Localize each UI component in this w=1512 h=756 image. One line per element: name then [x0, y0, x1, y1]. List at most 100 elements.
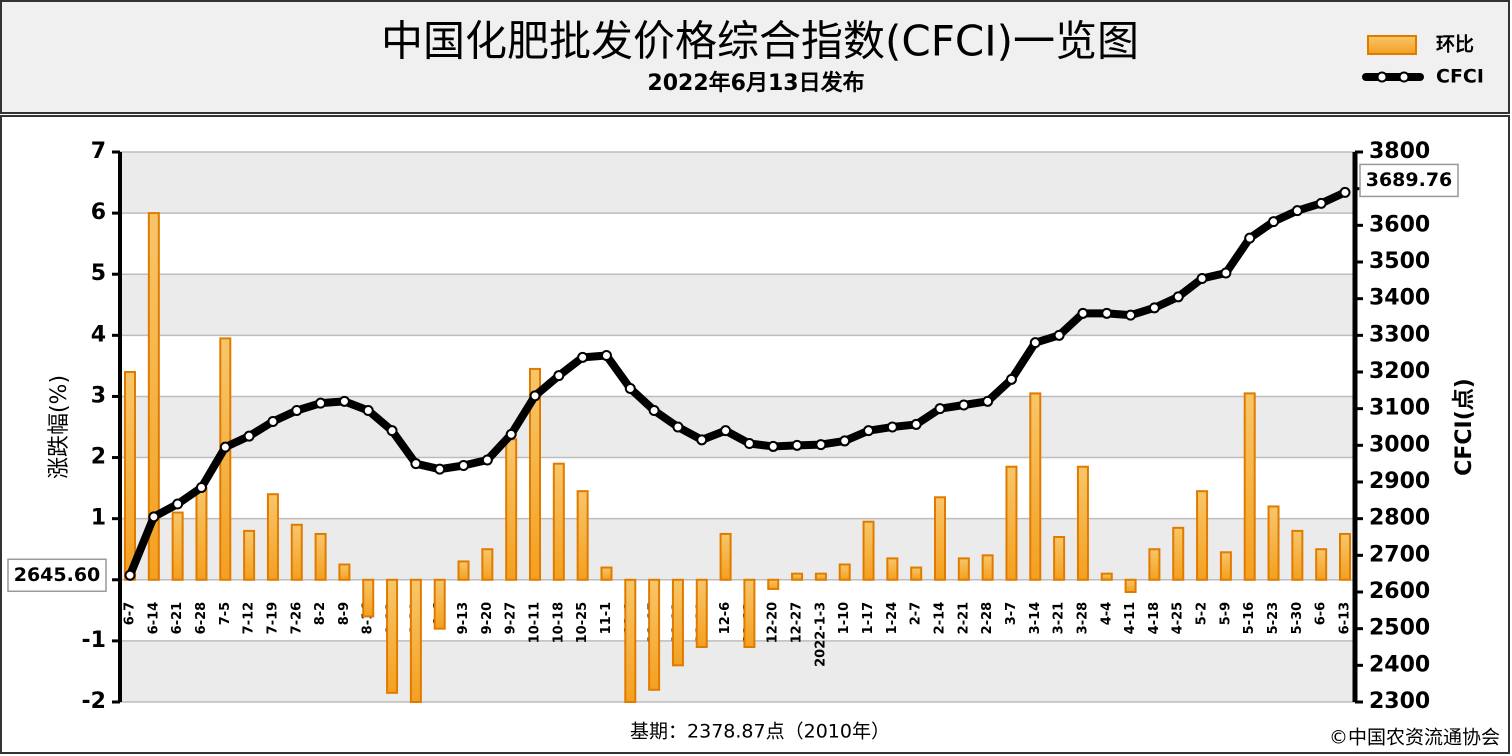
line-marker: [743, 438, 755, 449]
x-tick-label: 5-2: [1195, 602, 1210, 626]
x-tick-label: 6-14: [146, 602, 161, 635]
y2-axis-label: CFCI(点): [1451, 378, 1477, 476]
chart-subtitle: 2022年6月13日发布: [647, 70, 864, 96]
line-marker: [219, 441, 231, 453]
bar: [791, 572, 804, 581]
y-tick-label: -2: [82, 689, 106, 714]
x-tick-label: 9-27: [504, 602, 519, 635]
x-tick-label: 2022-1-3: [813, 602, 828, 667]
x-tick-label: 10-25: [575, 602, 590, 644]
bar: [243, 529, 256, 581]
bar: [671, 578, 684, 667]
bar: [481, 548, 494, 581]
line-marker: [1339, 186, 1351, 198]
line-marker: [934, 403, 946, 415]
x-tick-label: 12-6: [718, 602, 733, 635]
bar: [266, 493, 279, 581]
bar: [1053, 536, 1066, 581]
x-tick-label: 1-24: [885, 602, 900, 635]
y2-tick-label: 3100: [1369, 396, 1430, 421]
line-marker: [1291, 205, 1303, 217]
x-tick-label: 4-25: [1171, 602, 1186, 635]
x-tick-label: 2-28: [980, 602, 995, 635]
legend-label: CFCI: [1436, 66, 1484, 88]
bar: [1291, 529, 1304, 581]
value-label-box: [7, 558, 107, 593]
line-marker: [886, 421, 898, 433]
bar: [934, 496, 946, 581]
line-marker: [1125, 309, 1137, 321]
line-marker: [1053, 329, 1065, 341]
bar: [362, 578, 375, 618]
line-marker: [791, 439, 803, 451]
line-marker: [1005, 373, 1017, 385]
y2-tick-label: 2400: [1369, 652, 1430, 677]
line-marker: [315, 397, 327, 409]
x-tick-label: 5-9: [1218, 602, 1233, 626]
y-tick-label: 7: [91, 139, 106, 164]
line-marker: [291, 405, 303, 416]
bar: [1005, 465, 1018, 581]
line-marker: [982, 395, 994, 407]
bar: [886, 557, 899, 581]
bar: [695, 578, 708, 648]
line-marker: [958, 399, 970, 411]
legend-marker: [1376, 71, 1388, 83]
x-tick-label: 3-14: [1028, 602, 1043, 635]
x-tick-label: 8-2: [313, 602, 328, 626]
line-marker: [720, 425, 732, 437]
x-tick-label: 12-27: [790, 602, 805, 644]
bar: [838, 563, 851, 581]
bar: [338, 563, 351, 581]
bar: [433, 578, 446, 630]
line-marker: [863, 425, 875, 437]
grid-band: [120, 152, 1355, 214]
line-marker: [1315, 197, 1327, 209]
line-marker: [600, 350, 612, 361]
line-marker: [624, 383, 636, 394]
x-tick-label: 6-13: [1338, 602, 1353, 635]
line-marker: [839, 435, 851, 447]
line-marker: [195, 482, 207, 493]
line-marker: [1148, 302, 1160, 314]
y2-tick-label: 2500: [1369, 616, 1430, 641]
grid-band: [120, 640, 1355, 702]
bar: [648, 578, 661, 691]
bar: [719, 532, 732, 581]
line-marker: [458, 460, 470, 471]
x-tick-label: 10-18: [551, 602, 566, 644]
y2-tick-label: 3400: [1369, 286, 1430, 311]
bar: [1267, 505, 1280, 581]
line-marker: [672, 421, 684, 433]
x-tick-label: 6-7: [123, 602, 138, 626]
x-tick-label: 7-26: [289, 602, 304, 635]
bar: [1172, 526, 1185, 581]
grid-band: [120, 274, 1355, 336]
x-tick-label: 6-28: [194, 602, 209, 635]
bar: [767, 578, 780, 590]
line-marker: [577, 351, 589, 363]
bar: [1100, 572, 1113, 581]
x-tick-label: 2-14: [933, 602, 948, 635]
bar: [171, 511, 184, 581]
x-tick-label: 1-10: [837, 602, 852, 635]
bar: [814, 572, 827, 581]
y2-tick-label: 2300: [1369, 689, 1430, 714]
x-tick-label: 5-16: [1242, 602, 1257, 635]
line-marker: [1172, 291, 1184, 303]
legend-label: 环比: [1436, 34, 1474, 56]
bar: [1315, 548, 1328, 581]
bar: [862, 520, 875, 581]
line-marker: [696, 434, 708, 446]
line-marker: [434, 463, 446, 475]
legend-swatch: [1367, 35, 1417, 55]
x-tick-label: 12-20: [766, 602, 781, 644]
y2-tick-label: 2900: [1369, 469, 1430, 494]
y2-tick-label: 2800: [1369, 506, 1430, 531]
line-marker: [386, 425, 398, 437]
y-tick-label: 4: [91, 322, 106, 347]
y-axis-label: 涨跌幅(%): [47, 375, 72, 479]
bar: [1196, 490, 1209, 581]
y-tick-label: -1: [82, 628, 106, 653]
y-tick-label: 5: [91, 261, 106, 286]
